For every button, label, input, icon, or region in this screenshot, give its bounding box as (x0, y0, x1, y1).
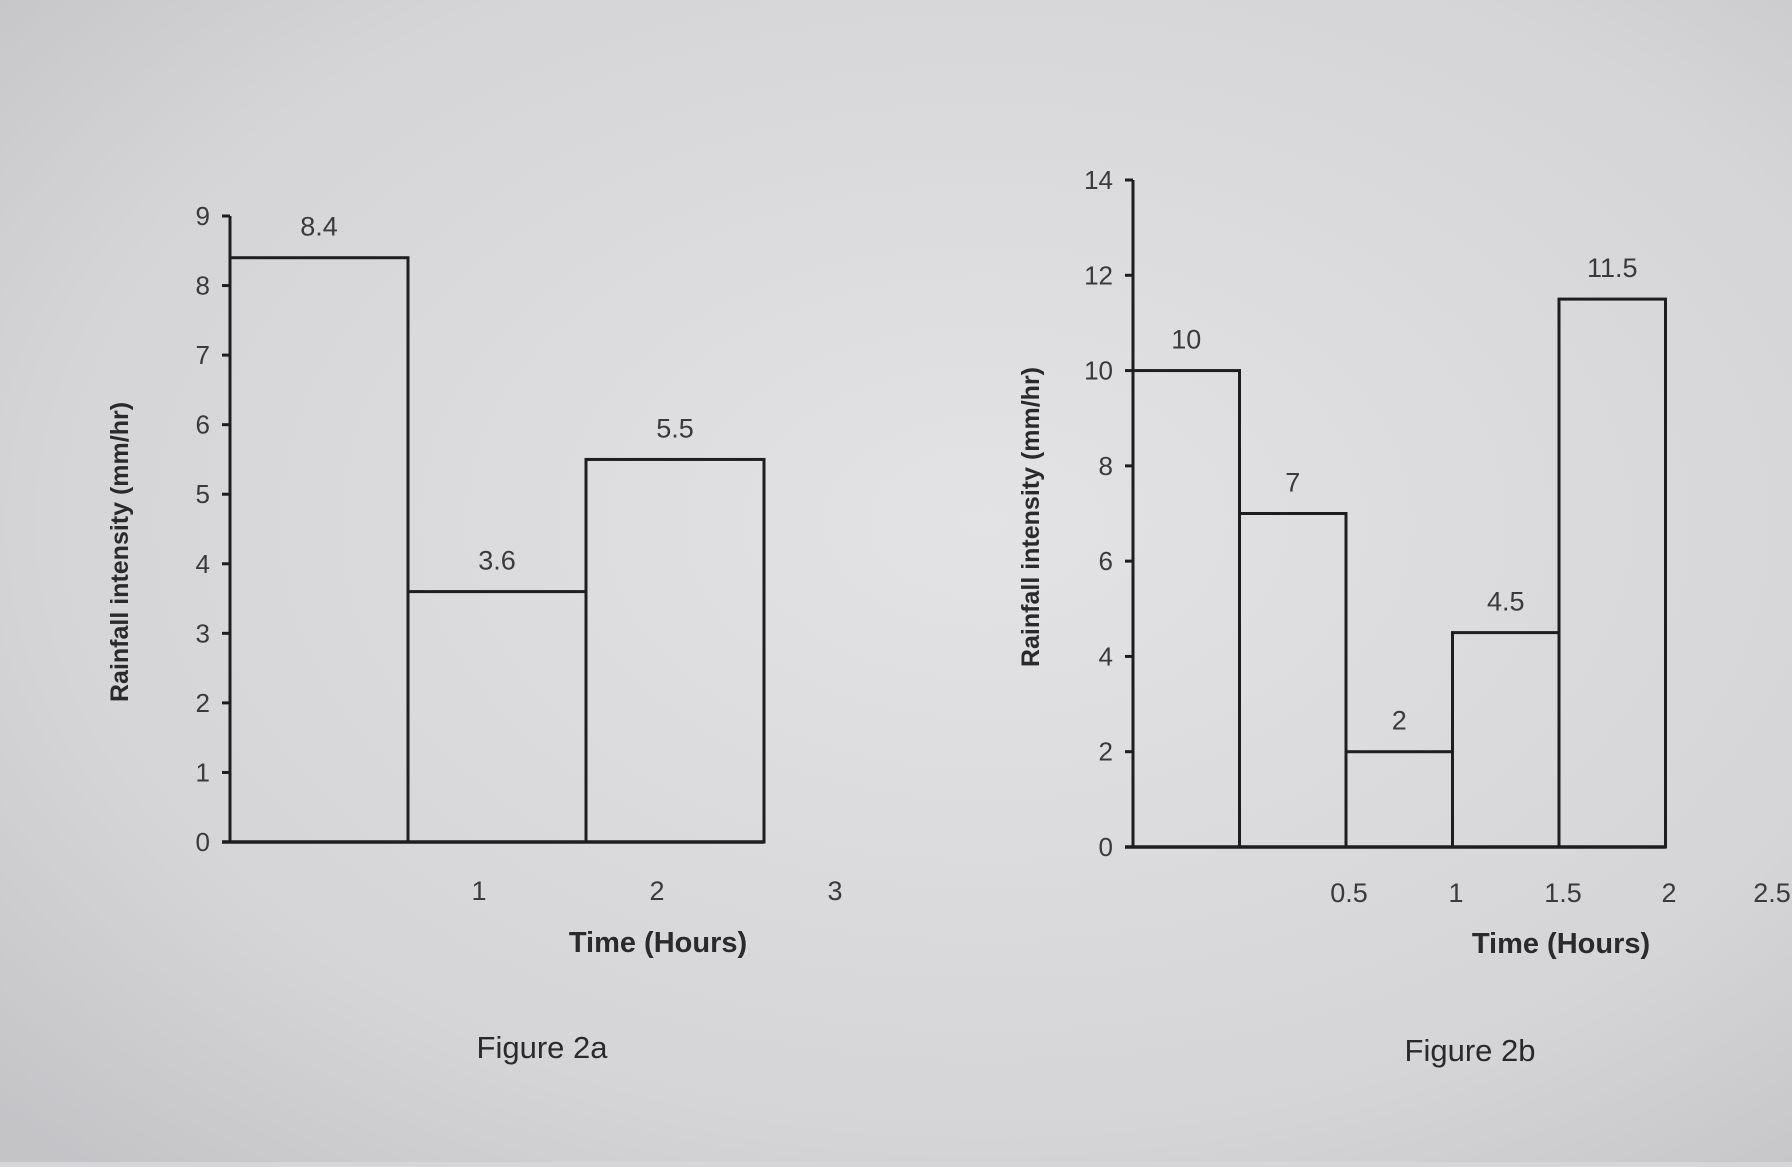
figure-caption: Figure 2a (477, 1030, 609, 1065)
x-tick-label: 3 (827, 876, 842, 906)
y-axis-title: Rainfall intensity (mm/hr) (106, 402, 134, 702)
bar (584, 457, 766, 844)
y-tick-label: 1 (196, 757, 210, 787)
bar (1557, 297, 1667, 849)
y-tick-label: 9 (196, 201, 210, 231)
y-tick-label: 8 (196, 271, 210, 301)
x-tick-label: 1 (471, 876, 486, 906)
y-tick-label: 6 (196, 410, 210, 440)
y-tick-label: 0 (1099, 832, 1113, 862)
y-tick-label: 5 (196, 479, 210, 509)
x-tick-label: 2 (649, 876, 664, 906)
y-tick-label: 8 (1099, 451, 1113, 481)
bar-data-label: 3.6 (478, 546, 516, 576)
bar-data-label: 4.5 (1487, 587, 1525, 617)
y-tick-label: 7 (196, 340, 210, 370)
x-tick-label: 1 (1448, 878, 1463, 908)
x-axis-title: Time (Hours) (1472, 928, 1650, 960)
bar-data-label: 8.4 (300, 212, 338, 242)
y-tick-label: 10 (1084, 356, 1113, 386)
figure-caption: Figure 2b (1405, 1033, 1536, 1068)
figure-2a-chart: 0 1 2 3 4 5 6 7 8 9 8.4 3.6 5.5 1 2 3 Time (Hours) Rainfa… (106, 201, 843, 1065)
bar-data-label: 11.5 (1587, 253, 1638, 283)
y-axis-title: Rainfall intensity (mm/hr) (1017, 367, 1045, 667)
y-tick-label: 3 (196, 618, 210, 648)
bar-data-label: 10 (1171, 325, 1201, 355)
bar-data-label: 5.5 (656, 413, 694, 443)
bar (228, 256, 410, 844)
x-tick-label: 1.5 (1544, 878, 1582, 908)
y-tick-label: 2 (196, 688, 210, 718)
bar-data-label: 7 (1285, 468, 1300, 498)
y-tick-label: 4 (1099, 641, 1113, 671)
x-tick-label: 2 (1661, 878, 1676, 908)
x-tick-label: 2.5 (1753, 878, 1791, 908)
x-axis-title: Time (Hours) (569, 927, 747, 959)
y-tick-label: 12 (1084, 260, 1113, 290)
bar-data-label: 2 (1392, 706, 1407, 736)
y-tick-label: 14 (1084, 165, 1113, 195)
bar (1238, 512, 1348, 849)
y-tick-label: 2 (1099, 737, 1113, 767)
x-tick-label: 0.5 (1330, 878, 1368, 908)
y-tick-label: 6 (1099, 546, 1113, 576)
y-tick-label: 4 (196, 549, 210, 579)
y-tick-label: 0 (196, 827, 210, 857)
